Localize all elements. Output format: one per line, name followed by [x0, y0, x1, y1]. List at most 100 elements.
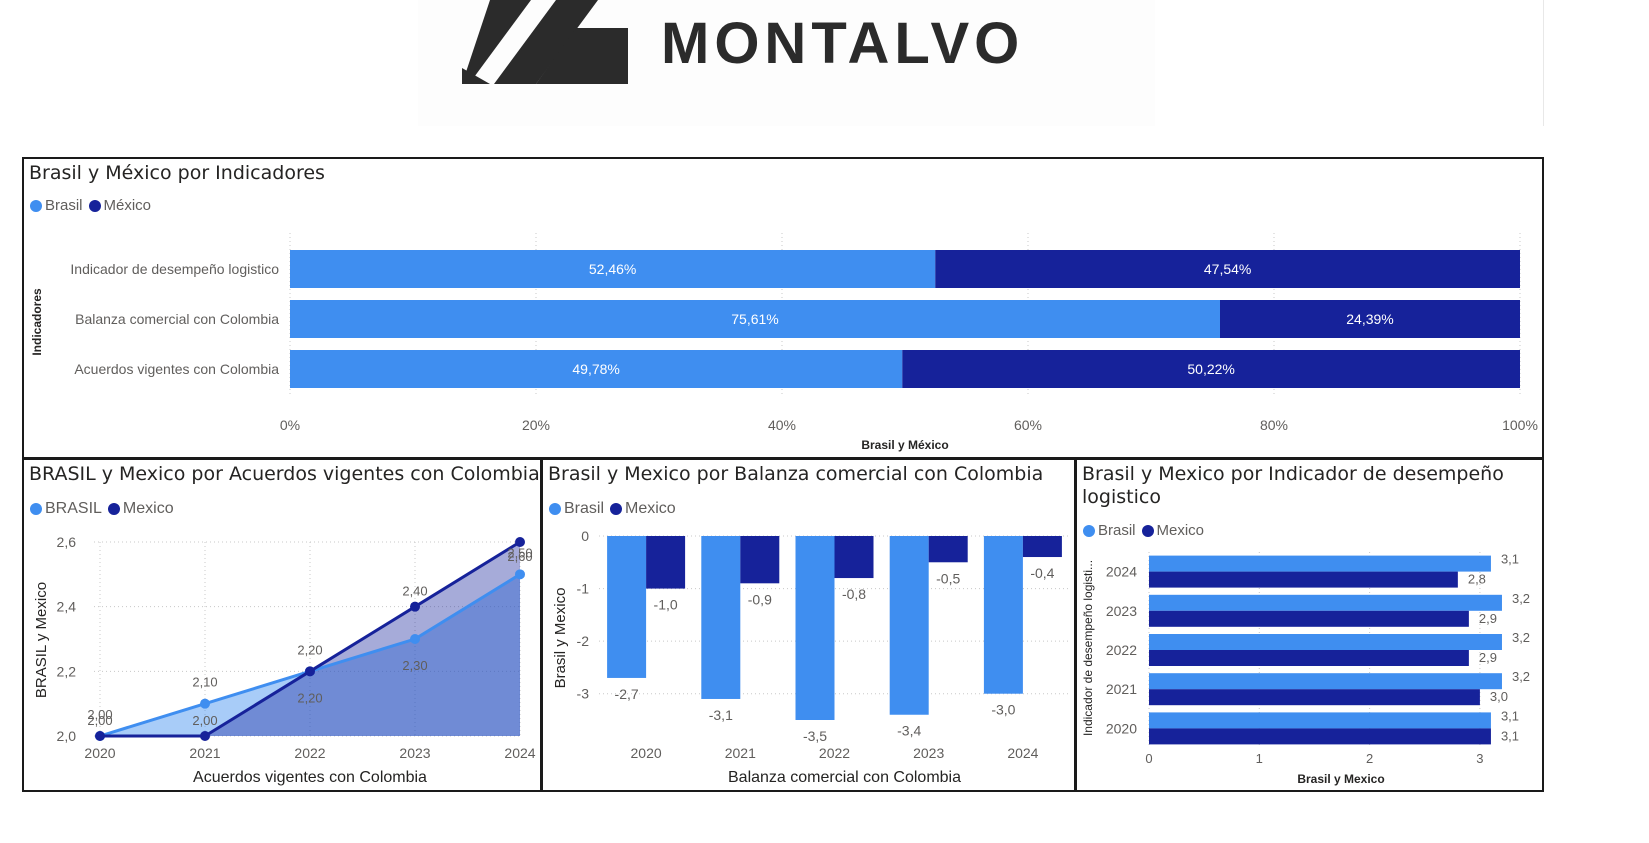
- x-tick-label: 1: [1256, 751, 1263, 766]
- data-label: -3,4: [897, 723, 921, 739]
- bar-mexico: [1149, 689, 1480, 706]
- data-label: 2,9: [1479, 650, 1497, 665]
- legend[interactable]: BRASIL Mexico: [30, 500, 180, 518]
- legend-item-brasil[interactable]: Brasil: [30, 197, 83, 214]
- data-label: 3,2: [1512, 630, 1530, 645]
- logo-mark-stroke-1: [462, 0, 531, 84]
- data-label: 3,1: [1501, 552, 1519, 567]
- legend[interactable]: Brasil México: [30, 197, 157, 214]
- bar-segment-brasil: [290, 350, 903, 388]
- legend-item-mexico[interactable]: Mexico: [107, 500, 174, 518]
- data-label: -0,4: [1030, 565, 1054, 581]
- data-label: 47,54%: [1204, 261, 1251, 277]
- legend-dot-mexico: [1141, 524, 1154, 537]
- chart-balanza: 0 -1 -2 -3 2020 -2,7 -1,0 2021 -3,1 -0,9 2022-3,5 -…: [552, 528, 1070, 786]
- montalvo-logo: MONTALVO: [462, 0, 1019, 84]
- legend-item-mexico[interactable]: México: [88, 197, 151, 214]
- bar-brasil: [701, 536, 741, 699]
- x-tick-label: 2022: [294, 745, 325, 761]
- data-label: -1,0: [654, 597, 678, 613]
- bar-brasil: [1149, 712, 1491, 729]
- x-axis-title: Balanza comercial con Colombia: [728, 769, 961, 786]
- bar-brasil: [1149, 594, 1502, 611]
- panel-balanza[interactable]: Brasil y Mexico por Balanza comercial co…: [541, 458, 1076, 792]
- data-point-brasil: [200, 698, 210, 709]
- bar-segment-mexico: [935, 250, 1520, 288]
- bar-brasil: [1149, 673, 1502, 690]
- panel-desempeno[interactable]: Brasil y Mexico por Indicador de desempe…: [1075, 458, 1544, 792]
- data-point-mexico: [515, 537, 525, 547]
- data-label-brasil: 2,30: [402, 658, 427, 673]
- bar-segment-brasil: [290, 250, 936, 288]
- y-category-label: 2024: [1106, 564, 1137, 580]
- y-category-label: Balanza comercial con Colombia: [75, 311, 279, 327]
- y-axis-title: Indicadores: [30, 288, 44, 356]
- x-tick-label: 2021: [189, 745, 220, 761]
- bar-mexico: [646, 536, 686, 589]
- legend-item-mexico[interactable]: Mexico: [1141, 522, 1204, 539]
- y-axis-title: Brasil y Mexico: [552, 588, 569, 689]
- panel-acuerdos[interactable]: BRASIL y Mexico por Acuerdos vigentes co…: [22, 458, 542, 792]
- y-category-label: 2023: [1106, 603, 1137, 619]
- data-label: 50,22%: [1187, 361, 1234, 377]
- data-label: 3,2: [1512, 591, 1530, 606]
- y-tick-label: 2,6: [57, 534, 77, 550]
- y-tick-label: 0: [581, 528, 589, 544]
- panel-indicadores[interactable]: Brasil y México por Indicadores Brasil M…: [22, 157, 1544, 459]
- y-tick-label: 2,4: [57, 599, 77, 615]
- bar-mexico: [928, 536, 968, 563]
- data-label-mexico: 2,00: [192, 713, 217, 728]
- legend-dot-mexico: [107, 503, 120, 515]
- legend[interactable]: Brasil Mexico: [549, 500, 682, 518]
- chart-title: Brasil y Mexico por Indicador de desempe…: [1082, 463, 1504, 508]
- x-tick-label: 2020: [84, 745, 115, 761]
- logo-mark-base: [462, 68, 490, 84]
- data-point-brasil: [410, 634, 420, 644]
- data-label: 52,46%: [589, 261, 636, 277]
- y-tick-label: -1: [577, 581, 590, 597]
- y-axis-title: Indicador de desempeño logisti...: [1081, 560, 1095, 736]
- legend-dot-brasil: [549, 503, 561, 515]
- y-category-label: 2021: [1106, 681, 1137, 697]
- bar-segment-mexico: [902, 350, 1520, 388]
- x-axis-title: Brasil y Mexico: [1297, 772, 1384, 786]
- data-label: 3,2: [1512, 669, 1530, 684]
- data-label: 3,1: [1501, 728, 1519, 743]
- legend-dot-mexico: [88, 199, 101, 212]
- y-axis-title: BRASIL y Mexico: [33, 582, 50, 698]
- legend[interactable]: Brasil Mexico: [1083, 522, 1210, 539]
- data-point-mexico: [95, 731, 105, 741]
- data-label-mexico: 2,00: [87, 713, 112, 728]
- legend-item-brasil[interactable]: BRASIL: [30, 500, 102, 518]
- chart-desempeno: 0 1 2 3 Brasil y Mexico Indicador de desempeñ…: [1081, 552, 1530, 786]
- bar-brasil: [795, 536, 835, 720]
- bar-mexico: [1149, 728, 1491, 745]
- bar-mexico: [834, 536, 874, 579]
- bar-mexico: [1149, 571, 1458, 588]
- legend-item-brasil[interactable]: Brasil: [549, 500, 604, 518]
- data-label-mexico: 2,40: [402, 584, 427, 599]
- bar-mexico: [1149, 650, 1469, 666]
- bar-mexico: [740, 536, 780, 584]
- logo-mark-stroke-3: [536, 28, 628, 84]
- data-label-brasil: 2,00: [87, 707, 112, 722]
- chart-indicadores: 0% 20% 40% 60% 80% 100% Brasil y México Indicad…: [30, 233, 1538, 452]
- legend-dot-brasil: [30, 503, 42, 515]
- x-tick-label: 0: [1145, 751, 1152, 766]
- data-label-brasil: 2,10: [192, 675, 217, 690]
- data-label: 3,0: [1490, 689, 1508, 704]
- data-label-brasil: 2,20: [297, 642, 322, 657]
- area-fill-mexico: [100, 542, 520, 736]
- y-category-label: Indicador de desempeño logistico: [70, 261, 279, 277]
- legend-item-mexico[interactable]: Mexico: [610, 500, 676, 518]
- x-tick-label: 2021: [725, 745, 756, 761]
- bar-brasil: [1149, 634, 1502, 650]
- legend-item-brasil[interactable]: Brasil: [1083, 522, 1136, 539]
- x-tick-label: 40%: [768, 417, 796, 433]
- data-label: 49,78%: [572, 361, 619, 377]
- data-point-mexico: [305, 666, 315, 677]
- x-tick-label: 2022: [819, 745, 850, 761]
- bar-brasil: [607, 536, 647, 678]
- legend-dot-brasil: [1083, 524, 1095, 537]
- data-label: 2,8: [1468, 572, 1486, 587]
